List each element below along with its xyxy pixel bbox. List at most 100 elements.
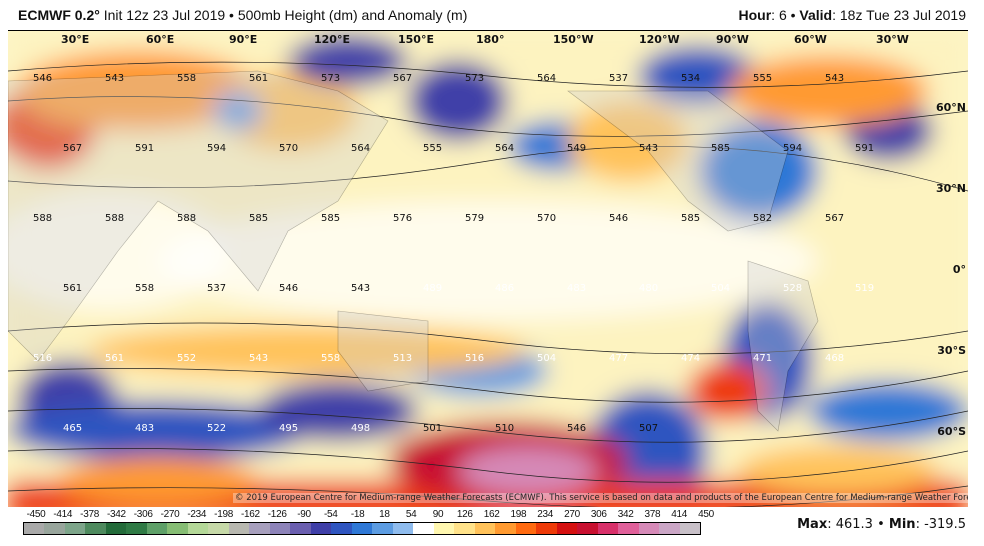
longitude-label: 120°W [639,33,680,46]
colorbar-swatch [679,523,700,534]
colorbar-swatch [372,523,393,534]
colorbar-tick-label: 162 [483,509,500,520]
colorbar-tick-label: -126 [267,509,287,520]
land-outlines [8,70,819,432]
contour-label: 546 [33,73,53,84]
contour-label: 585 [681,213,701,224]
colorbar-tick-label: -54 [324,509,338,520]
contour-label: 483 [567,283,587,294]
longitude-label: 150°E [398,33,434,46]
colorbar-swatch [249,523,270,534]
contour-label: 522 [207,423,227,434]
colorbar-ticks: -450 -414 -378 -342 -306 -270 -234 -198 -162 -126… [20,509,715,523]
degree-symbol: ° [94,7,100,23]
contour-label: 543 [249,353,269,364]
contour-label: 576 [393,213,413,224]
colorbar-tick-label: -162 [240,509,260,520]
colorbar-swatch [44,523,65,534]
colorbar-tick-label: 234 [537,509,554,520]
anomaly-field [8,31,968,507]
colorbar-swatch [392,523,414,534]
min-value: -319.5 [924,517,966,532]
colorbar-tick-label: -342 [106,509,126,520]
contour-label: 543 [351,283,371,294]
contour-label: 513 [393,353,413,364]
colorbar-swatch [515,523,537,534]
colorbar-tick-label: -450 [26,509,46,520]
contour-label: 579 [465,213,485,224]
colorbar-tick-label: -90 [297,509,311,520]
colorbar-swatch [331,523,352,534]
contour-label: 561 [105,353,125,364]
contour-label: 561 [249,73,269,84]
latitude-label: 30°S [937,344,966,357]
contour-label: 588 [33,213,53,224]
anomaly-map: 30°E 60°E 90°E 120°E 150°E 180° 150°W 120°W 90°W… [8,30,968,507]
colorbar-swatch [618,523,639,534]
colorbar-tick-label: 306 [590,509,607,520]
colorbar-swatch [638,523,660,534]
colorbar-tick-label: -198 [214,509,234,520]
latitude-label: 0° [952,263,966,276]
contour-label: 543 [825,73,845,84]
colorbar-swatch [597,523,619,534]
colorbar-tick-label: 342 [617,509,634,520]
colorbar-tick-label: 126 [456,509,473,520]
colorbar-tick-label: -270 [160,509,180,520]
longitude-label: 150°W [553,33,594,46]
colorbar-tick-label: -234 [187,509,207,520]
valid-label: Valid [799,7,833,23]
contour-label: 564 [537,73,557,84]
contour-label: 585 [249,213,269,224]
colorbar-swatch [495,523,516,534]
colorbar-swatch [577,523,598,534]
min-label: Min [888,517,916,532]
contour-label: 501 [423,423,443,434]
colorbar-swatch [454,523,475,534]
colorbar-swatch [433,523,455,534]
init-time: Init 12z 23 Jul 2019 [103,7,226,23]
max-min-readout: Max: 461.3 • Min: -319.5 [797,517,966,532]
contour-label: 564 [351,143,371,154]
contour-label: 498 [351,423,371,434]
colorbar-tick-label: 414 [671,509,688,520]
colorbar-tick-label: -18 [350,509,365,520]
copyright-notice: © 2019 European Centre for Medium-range … [233,493,968,503]
contour-label: 582 [753,213,773,224]
colorbar-swatch [146,523,168,534]
colorbar-tick-label: 18 [379,509,390,520]
contour-label: 477 [609,353,629,364]
contour-label: 564 [495,143,515,154]
colorbar-tick-label: -414 [53,509,73,520]
contour-label: 546 [609,213,629,224]
map-title: ECMWF 0.2° Init 12z 23 Jul 2019 • 500mb … [18,7,467,23]
colorbar-tick-label: 270 [564,509,580,520]
separator: • [229,7,234,23]
contour-label: 519 [855,283,875,294]
longitude-label: 120°E [314,33,350,46]
colorbar-swatch [536,523,557,534]
contour-label: 567 [393,73,413,84]
contour-label: 537 [207,283,227,294]
contour-label: 528 [783,283,803,294]
contour-label: 591 [855,143,875,154]
longitude-label: 30°W [876,33,909,46]
longitude-label: 180° [476,33,505,46]
contour-label: 504 [711,283,731,294]
max-label: Max [797,517,828,532]
contour-label: 552 [177,353,197,364]
contour-label: 546 [567,423,587,434]
colorbar-swatch [24,523,45,534]
colorbar-swatch [474,523,496,534]
contour-label: 510 [495,423,515,434]
contour-label: 516 [33,353,53,364]
latitude-label: 60°N [935,101,966,114]
contour-label: 570 [279,143,299,154]
contour-label: 483 [135,423,155,434]
contour-label: 543 [639,143,659,154]
colorbar-swatch [310,523,332,534]
contour-label: 558 [177,73,197,84]
separator: • [790,7,796,23]
colorbar-swatch [208,523,229,534]
contour-label: 546 [279,283,299,294]
